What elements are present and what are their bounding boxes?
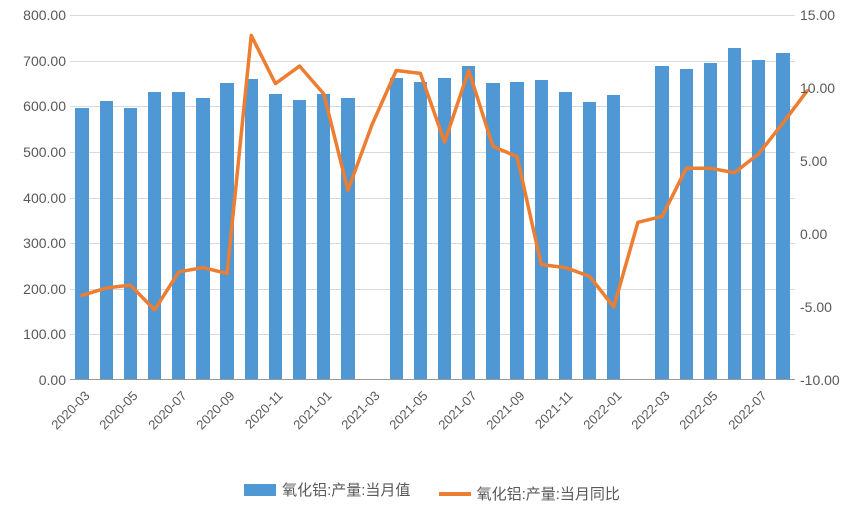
x-tick-label: 2021-01 xyxy=(281,388,334,441)
bar xyxy=(607,95,620,379)
chart-container: 氧化铝:产量:当月值 氧化铝:产量:当月同比 0.00 100.00 200.00 3… xyxy=(0,0,864,512)
y-right-tick-label: -5.00 xyxy=(800,299,855,315)
gridline xyxy=(70,15,795,16)
bar xyxy=(438,78,451,379)
bar xyxy=(269,94,282,379)
y-right-tick-label: 0.00 xyxy=(800,226,855,242)
x-tick-label: 2022-03 xyxy=(620,388,673,441)
x-tick-label: 2021-05 xyxy=(378,388,431,441)
x-tick-label: 2022-07 xyxy=(716,388,769,441)
bar xyxy=(680,69,693,379)
bar xyxy=(704,63,717,379)
y-left-tick-label: 800.00 xyxy=(6,7,66,23)
bar xyxy=(728,48,741,379)
bar xyxy=(655,66,668,379)
x-tick-label: 2022-01 xyxy=(571,388,624,441)
y-right-tick-label: 15.00 xyxy=(800,7,855,23)
bar xyxy=(75,108,88,379)
x-tick-label: 2020-07 xyxy=(136,388,189,441)
bar xyxy=(583,102,596,379)
bar xyxy=(414,82,427,379)
y-left-tick-label: 400.00 xyxy=(6,190,66,206)
bar xyxy=(776,53,789,379)
x-tick-label: 2021-03 xyxy=(330,388,383,441)
legend-label-bar: 氧化铝:产量:当月值 xyxy=(282,479,410,500)
bar xyxy=(752,60,765,379)
bar xyxy=(462,66,475,379)
y-left-tick-label: 700.00 xyxy=(6,53,66,69)
y-right-tick-label: -10.00 xyxy=(800,372,855,388)
bar xyxy=(293,100,306,379)
x-tick-label: 2021-07 xyxy=(426,388,479,441)
legend-label-line: 氧化铝:产量:当月同比 xyxy=(477,483,620,504)
bar xyxy=(510,82,523,379)
bar xyxy=(486,83,499,379)
y-right-tick-label: 10.00 xyxy=(800,80,855,96)
x-tick-label: 2020-03 xyxy=(40,388,93,441)
y-right-tick-label: 5.00 xyxy=(800,153,855,169)
y-left-tick-label: 300.00 xyxy=(6,235,66,251)
bar xyxy=(220,83,233,379)
bar xyxy=(196,98,209,379)
bar xyxy=(341,98,354,379)
legend-swatch-bar xyxy=(244,484,276,496)
legend-item-bar: 氧化铝:产量:当月值 xyxy=(244,479,410,500)
y-left-tick-label: 500.00 xyxy=(6,144,66,160)
bar xyxy=(559,92,572,379)
bar xyxy=(245,79,258,379)
legend-item-line: 氧化铝:产量:当月同比 xyxy=(439,483,620,504)
bar xyxy=(390,78,403,379)
x-tick-label: 2020-11 xyxy=(233,388,286,441)
bar xyxy=(172,92,185,379)
bar xyxy=(148,92,161,379)
gridline xyxy=(70,61,795,62)
x-tick-label: 2022-05 xyxy=(668,388,721,441)
bar xyxy=(100,101,113,379)
x-tick-label: 2021-09 xyxy=(475,388,528,441)
plot-area xyxy=(70,15,795,380)
bar xyxy=(535,80,548,379)
x-tick-label: 2020-09 xyxy=(185,388,238,441)
y-left-tick-label: 600.00 xyxy=(6,98,66,114)
bar xyxy=(124,108,137,379)
x-tick-label: 2021-11 xyxy=(523,388,576,441)
x-tick-label: 2020-05 xyxy=(88,388,141,441)
legend: 氧化铝:产量:当月值 氧化铝:产量:当月同比 xyxy=(0,479,864,504)
y-left-tick-label: 0.00 xyxy=(6,372,66,388)
legend-swatch-line xyxy=(439,492,471,496)
y-left-tick-label: 100.00 xyxy=(6,326,66,342)
y-left-tick-label: 200.00 xyxy=(6,281,66,297)
bar xyxy=(317,94,330,379)
